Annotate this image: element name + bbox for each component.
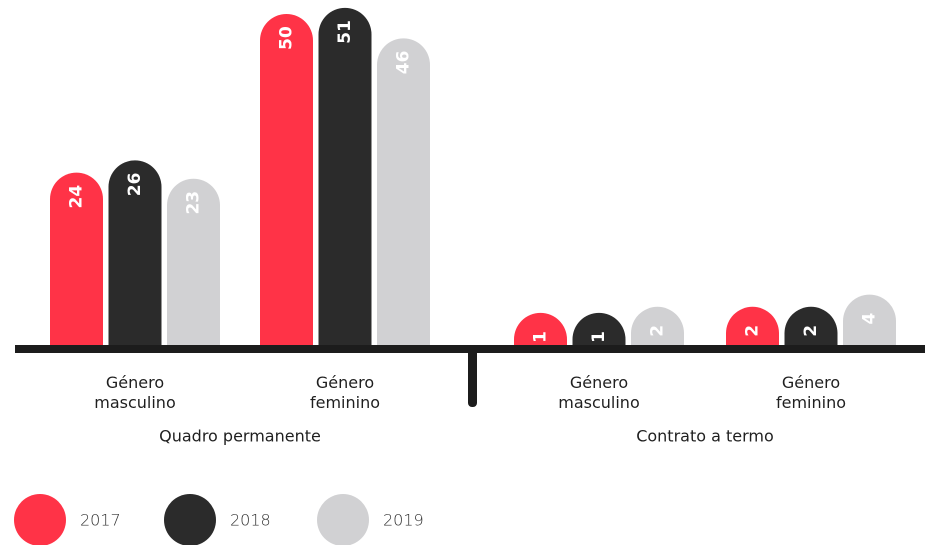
value-label: 1 (589, 331, 609, 343)
bar (514, 312, 567, 345)
bar (318, 7, 372, 346)
x-tick-label: Género feminino (310, 373, 380, 412)
bar (377, 38, 430, 346)
value-label: 50 (277, 26, 297, 50)
bar (784, 306, 838, 345)
value-label: 26 (125, 173, 145, 197)
group-label: Contrato a termo (636, 427, 774, 446)
value-label: 51 (335, 20, 355, 44)
bar (108, 160, 162, 345)
bar (631, 306, 684, 345)
x-tick-label: Género masculino (94, 373, 175, 412)
bar (572, 312, 626, 345)
value-label: 2 (648, 325, 668, 337)
bar (726, 306, 779, 345)
group-divider (468, 345, 477, 407)
value-label: 23 (184, 191, 204, 215)
bar (843, 294, 896, 345)
value-label: 4 (860, 313, 880, 325)
bar (50, 172, 103, 345)
legend-label: 2019 (383, 511, 424, 530)
legend-swatch (14, 494, 66, 545)
value-label: 2 (801, 325, 821, 337)
group-label: Quadro permanente (159, 427, 321, 446)
value-label: 24 (67, 185, 87, 209)
bar (167, 178, 220, 345)
legend-swatch (317, 494, 369, 545)
legend-label: 2018 (230, 511, 271, 530)
x-tick-label: Género masculino (558, 373, 639, 412)
legend-swatch (164, 494, 216, 545)
value-label: 2 (743, 325, 763, 337)
legend-label: 2017 (80, 511, 121, 530)
bar (260, 14, 313, 346)
value-label: 1 (531, 331, 551, 343)
x-tick-label: Género feminino (776, 373, 846, 412)
value-label: 46 (394, 51, 414, 75)
